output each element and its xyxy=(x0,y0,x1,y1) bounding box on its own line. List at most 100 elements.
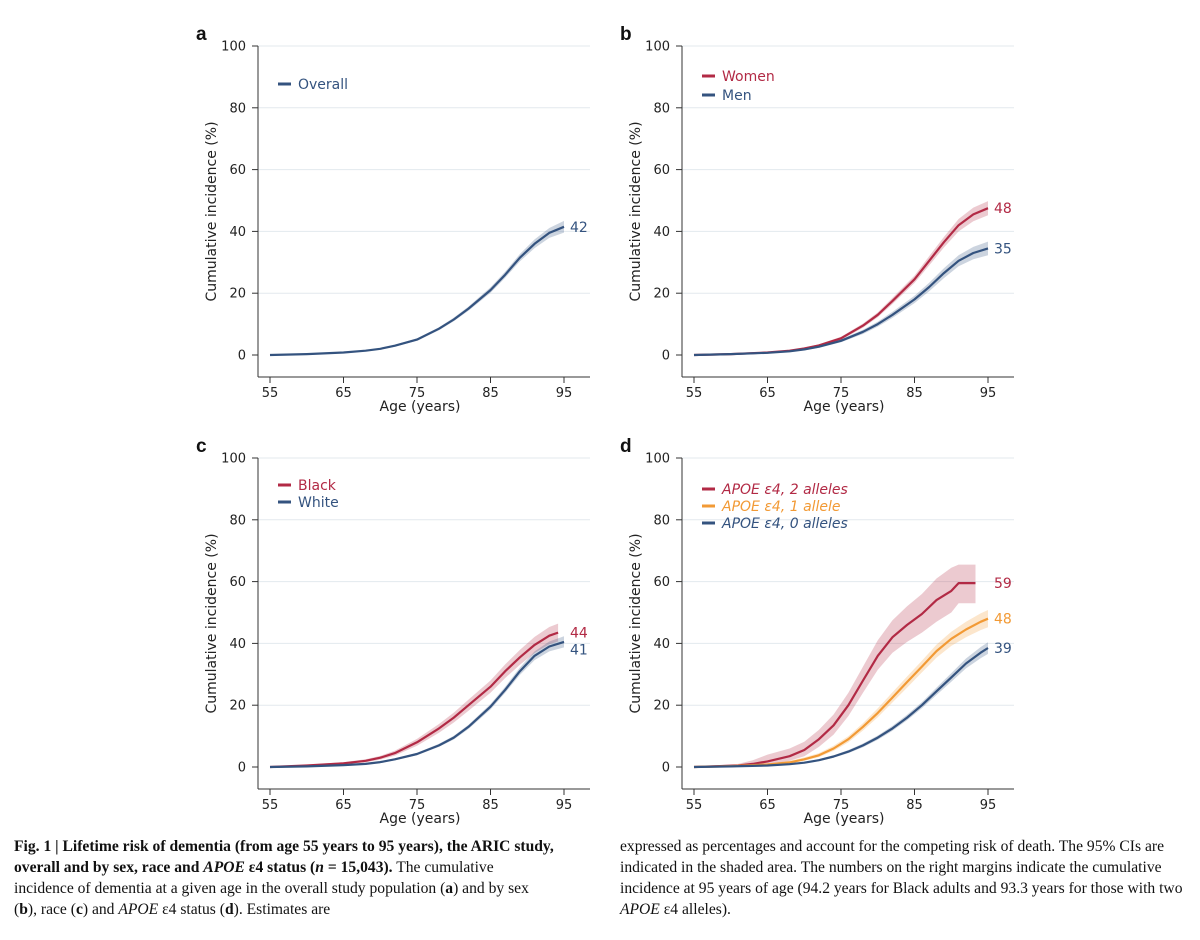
series-line-red xyxy=(693,582,976,769)
y-tick-label: 80 xyxy=(653,101,670,116)
legend-label-red: Women xyxy=(722,69,775,85)
end-label-blue: 41 xyxy=(570,643,588,659)
y-tick-label: 60 xyxy=(229,575,246,590)
x-tick-label: 85 xyxy=(482,386,499,401)
y-tick-label: 0 xyxy=(238,761,246,776)
caption-gene: APOE xyxy=(118,901,159,918)
y-axis-title: Cumulative incidence (%) xyxy=(628,533,644,713)
y-tick-label: 40 xyxy=(229,637,246,652)
caption-ref-a: a xyxy=(445,880,454,897)
series-line-red xyxy=(693,207,989,357)
y-tick-label: 100 xyxy=(645,452,670,467)
caption-right-2: ε4 alleles). xyxy=(659,901,731,918)
panel-letter: b xyxy=(620,24,632,45)
series-line-blue xyxy=(269,225,565,357)
caption-title-gene: APOE xyxy=(203,859,245,876)
y-tick-label: 100 xyxy=(645,40,670,55)
x-tick-label: 65 xyxy=(335,798,352,813)
x-tick-label: 55 xyxy=(262,386,279,401)
end-label-red: 44 xyxy=(570,626,588,642)
figure-caption: Fig. 1 | Lifetime risk of dementia (from… xyxy=(14,836,1186,936)
caption-title-end: = 15,043). xyxy=(323,859,393,876)
legend-label-red: Black xyxy=(298,478,337,494)
x-axis-title: Age (years) xyxy=(380,399,461,415)
caption-ref-d: d xyxy=(224,901,234,918)
x-tick-label: 85 xyxy=(482,798,499,813)
figure-panels: a 0 20 40 60 80 100 55 65 75 85 95 Age (years) Cumula… xyxy=(196,24,1014,827)
y-tick-label: 80 xyxy=(653,513,670,528)
x-tick-label: 55 xyxy=(686,798,703,813)
x-tick-label: 65 xyxy=(759,798,776,813)
x-axis-title: Age (years) xyxy=(380,811,461,827)
y-tick-label: 0 xyxy=(662,349,670,364)
caption-title: Lifetime risk of dementia (from age 55 y… xyxy=(14,838,554,876)
panel-letter: d xyxy=(620,436,632,457)
panel-c: c 0 20 40 60 80 100 55 65 75 85 95 Age (years) Cumula… xyxy=(196,436,590,827)
series-line-blue xyxy=(693,647,989,769)
y-tick-label: 0 xyxy=(238,349,246,364)
series-line-orange xyxy=(693,617,989,769)
y-tick-label: 80 xyxy=(229,101,246,116)
x-tick-label: 75 xyxy=(409,386,426,401)
x-tick-label: 75 xyxy=(409,798,426,813)
ci-band-red xyxy=(694,564,976,767)
panel-b: b 0 20 40 60 80 100 55 65 75 85 95 Age (years) Cumula… xyxy=(620,24,1014,415)
end-label-blue: 35 xyxy=(994,241,1012,257)
y-tick-label: 0 xyxy=(662,761,670,776)
caption-ref-c: c xyxy=(75,901,83,918)
legend-label-red: APOE ε4, 2 alleles xyxy=(721,482,848,498)
end-label-blue: 42 xyxy=(570,220,588,236)
caption-body-1: The cumulative incidence of dementia at … xyxy=(14,859,494,897)
caption-title-n: n xyxy=(315,859,324,876)
x-tick-label: 85 xyxy=(906,386,923,401)
end-label-orange: 48 xyxy=(994,612,1012,628)
x-tick-label: 55 xyxy=(262,798,279,813)
x-axis-title: Age (years) xyxy=(804,811,885,827)
panel-d: d 0 20 40 60 80 100 55 65 75 85 95 Age (years) Cumula… xyxy=(620,436,1014,827)
series-line-blue xyxy=(693,247,989,357)
x-tick-label: 75 xyxy=(833,798,850,813)
y-tick-label: 40 xyxy=(653,225,670,240)
panel-letter: c xyxy=(196,436,207,457)
x-tick-label: 55 xyxy=(686,386,703,401)
y-tick-label: 60 xyxy=(229,163,246,178)
y-tick-label: 20 xyxy=(229,287,246,302)
end-label-red: 59 xyxy=(994,576,1012,592)
legend-label-blue: White xyxy=(298,495,339,511)
x-tick-label: 95 xyxy=(980,798,997,813)
y-axis-title: Cumulative incidence (%) xyxy=(204,121,220,301)
legend-label-blue: Overall xyxy=(298,77,348,93)
series-line-red xyxy=(269,631,559,769)
y-tick-label: 60 xyxy=(653,575,670,590)
legend-label-orange: APOE ε4, 1 allele xyxy=(721,499,841,515)
caption-body-3: ), race ( xyxy=(27,901,76,918)
y-tick-label: 60 xyxy=(653,163,670,178)
x-axis-title: Age (years) xyxy=(804,399,885,415)
legend-label-blue: Men xyxy=(722,88,752,104)
caption-right-gene: APOE xyxy=(620,901,660,918)
series-line-blue xyxy=(269,640,565,769)
caption-right-1: expressed as percentages and account for… xyxy=(620,838,1183,897)
ci-band-red xyxy=(270,623,559,767)
caption-body-6: ). Estimates are xyxy=(233,901,331,918)
caption-body-5: ε4 status ( xyxy=(158,901,225,918)
caption-ref-b: b xyxy=(19,901,28,918)
y-tick-label: 100 xyxy=(221,40,246,55)
x-tick-label: 65 xyxy=(759,386,776,401)
ci-band-blue xyxy=(270,220,564,355)
y-tick-label: 20 xyxy=(653,287,670,302)
y-tick-label: 40 xyxy=(653,637,670,652)
caption-right-column: expressed as percentages and account for… xyxy=(620,836,1186,920)
y-tick-label: 100 xyxy=(221,452,246,467)
y-tick-label: 20 xyxy=(653,699,670,714)
x-tick-label: 85 xyxy=(906,798,923,813)
y-axis-title: Cumulative incidence (%) xyxy=(628,121,644,301)
x-tick-label: 95 xyxy=(556,798,573,813)
y-tick-label: 20 xyxy=(229,699,246,714)
y-tick-label: 40 xyxy=(229,225,246,240)
caption-body-2: ) and by sex ( xyxy=(14,880,529,918)
legend-label-blue: APOE ε4, 0 alleles xyxy=(721,516,848,532)
caption-body-4: ) and xyxy=(82,901,119,918)
caption-fig-label: Fig. 1 | xyxy=(14,838,63,855)
x-tick-label: 95 xyxy=(980,386,997,401)
